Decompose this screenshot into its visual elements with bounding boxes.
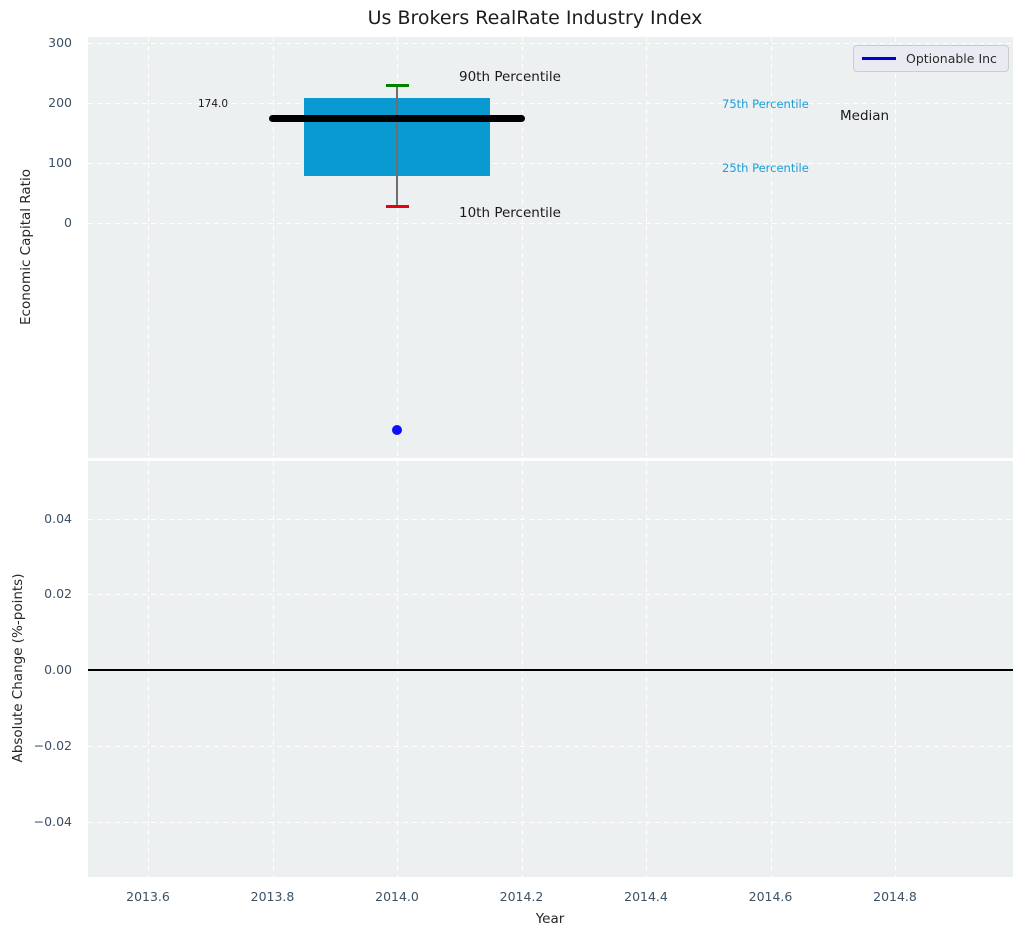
gridline-x-2014.8 (895, 37, 896, 458)
annotation-90th-percentile: 90th Percentile (459, 69, 561, 85)
annotation-median: Median (840, 108, 890, 124)
annotation-10th-percentile: 10th Percentile (459, 205, 561, 221)
gridline-x-2014.2 (521, 37, 523, 458)
median-value-label: 174.0 (198, 98, 229, 110)
gridline-x-2013.6 (148, 37, 149, 458)
x-tick-label: 2014.4 (624, 889, 668, 904)
x-tick-label: 2013.6 (126, 889, 170, 904)
y-tick-label: 300 (48, 35, 72, 50)
gridline-y-0 (88, 223, 1013, 224)
y-tick-label: −0.04 (33, 813, 72, 829)
bottom-plot-area (88, 461, 1013, 877)
x-axis-label: Year (535, 911, 565, 927)
zero-reference-line (88, 669, 1013, 671)
legend-line-icon (862, 57, 896, 60)
x-tick-label: 2014.8 (873, 889, 917, 904)
x-tick-label: 2014.2 (499, 889, 544, 904)
median-line (269, 115, 525, 123)
legend-label: Optionable Inc (906, 51, 997, 66)
top-plot-area: 174.0 90th Percentile 10th Percentile 75… (88, 37, 1013, 458)
x-tick-label: 2014.0 (375, 889, 419, 904)
y-tick-label: 0.02 (44, 586, 72, 602)
y-tick-label: 0 (64, 215, 72, 230)
gridline-x-2014.6 (770, 37, 772, 458)
y-tick-label: 0.00 (44, 662, 72, 677)
x-tick-label: 2014.6 (748, 889, 793, 904)
gridline-y-0.04 (88, 518, 1013, 520)
gridline-y-300 (88, 43, 1013, 44)
gridline-y-0.02 (88, 594, 1013, 596)
legend-box: Optionable Inc (853, 45, 1009, 72)
gridline-y-−0.02 (88, 745, 1013, 747)
cap-90th-percentile (385, 83, 409, 87)
whisker-line (396, 85, 398, 207)
y-tick-label: 100 (48, 155, 72, 170)
gridline-y-−0.04 (88, 821, 1013, 823)
y-tick-label: −0.02 (33, 737, 72, 753)
gridline-x-2013.8 (272, 37, 274, 458)
cap-10th-percentile (385, 204, 409, 208)
chart-title: Us Brokers RealRate Industry Index (367, 7, 703, 29)
gridline-y-100 (88, 163, 1013, 164)
company-data-point (392, 425, 402, 435)
annotation-25th-percentile: 25th Percentile (722, 161, 809, 175)
gridline-x-2014.4 (646, 37, 647, 458)
y-tick-label: 200 (48, 95, 72, 110)
y-axis-label-top: Economic Capital Ratio (18, 169, 34, 325)
annotation-75th-percentile: 75th Percentile (722, 97, 809, 111)
gridline-y-200 (88, 103, 1013, 104)
x-tick-label: 2013.8 (250, 889, 295, 904)
y-tick-label: 0.04 (44, 510, 72, 526)
gridline-x-2014.0 (397, 37, 398, 458)
